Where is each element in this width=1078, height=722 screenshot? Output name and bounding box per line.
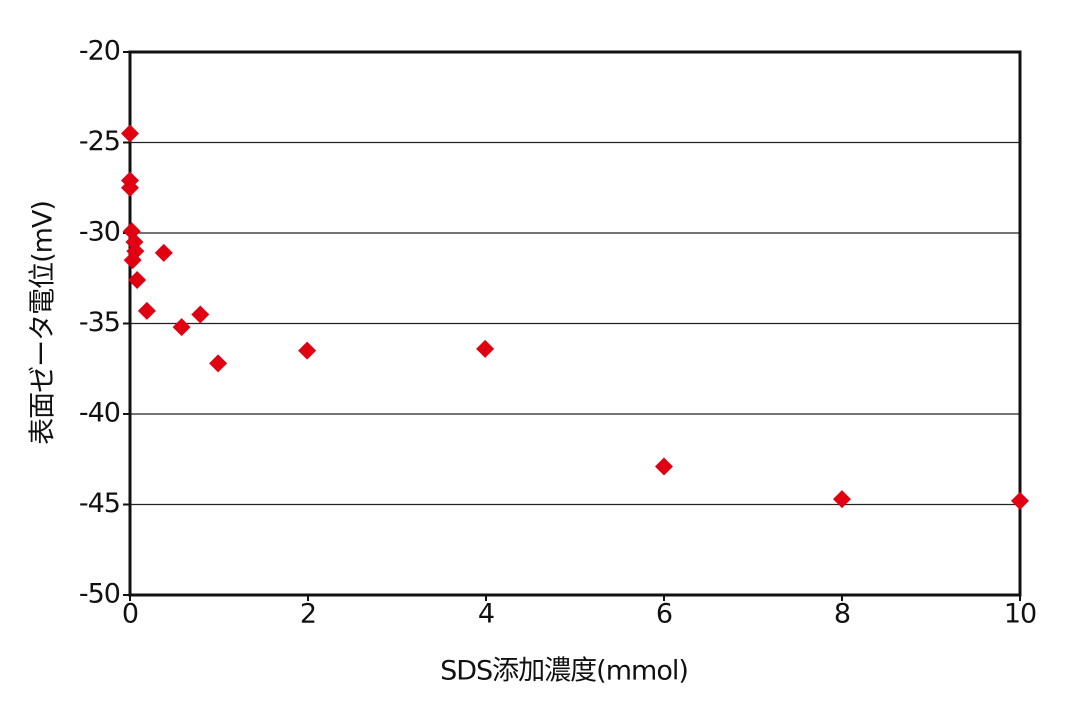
x-axis-label: SDS添加濃度(mmol) (440, 656, 688, 687)
point (209, 354, 228, 373)
point (476, 339, 495, 358)
point (655, 457, 673, 476)
x-tick-label: 0 (122, 599, 138, 630)
point (833, 490, 851, 509)
y-tick-label: -30 (79, 217, 120, 248)
y-tick-label: -20 (79, 36, 120, 67)
point (191, 305, 210, 324)
x-tick-label: 6 (656, 599, 672, 630)
point (128, 271, 147, 290)
point (298, 341, 317, 360)
y-axis-label: 表面ゼータ電位(mV) (28, 201, 59, 445)
x-tick-label: 8 (834, 599, 850, 630)
x-tick-label: 2 (300, 599, 316, 630)
point (1011, 491, 1029, 510)
y-tick-label: -45 (79, 488, 120, 519)
point (137, 301, 156, 320)
plot-frame (128, 50, 1022, 597)
y-tick-label: -25 (79, 126, 120, 157)
point (121, 124, 139, 143)
y-tick-label: -35 (79, 307, 120, 338)
x-tick-label: 10 (1004, 599, 1036, 630)
point (123, 251, 142, 270)
y-tick-label: -50 (79, 579, 120, 610)
point (172, 318, 191, 337)
x-tick-label: 4 (478, 599, 494, 630)
point (121, 178, 139, 197)
y-tick-label: -40 (79, 398, 120, 429)
point (154, 243, 173, 262)
